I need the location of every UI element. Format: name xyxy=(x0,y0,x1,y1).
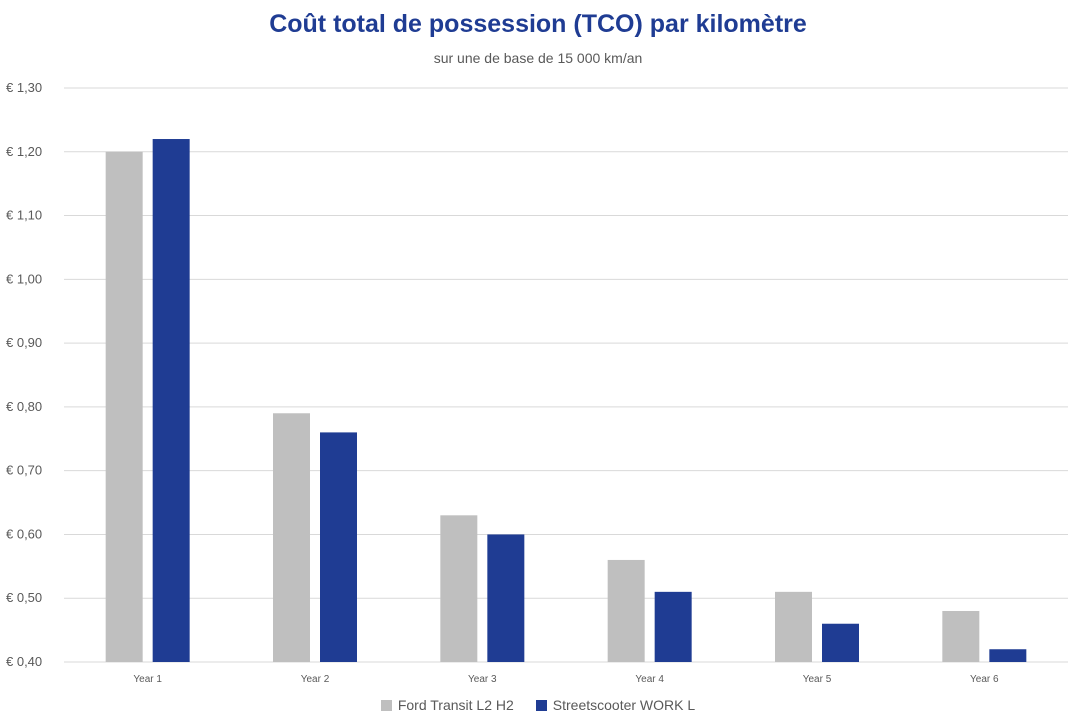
x-tick-label: Year 3 xyxy=(468,674,497,685)
bar-ford xyxy=(942,610,980,662)
y-tick-label: € 0,40 xyxy=(6,654,42,669)
legend-swatch-ford xyxy=(380,699,392,711)
y-tick-label: € 0,50 xyxy=(6,590,42,605)
x-tick-label: Year 5 xyxy=(803,674,832,685)
legend-item-streetscooter: Streetscooter WORK L xyxy=(535,697,696,713)
y-tick-label: € 0,80 xyxy=(6,399,42,414)
bar-ford xyxy=(273,413,310,662)
legend-swatch-streetscooter xyxy=(535,699,547,711)
x-tick-label: Year 6 xyxy=(970,674,999,685)
y-tick-label: € 1,20 xyxy=(6,144,42,159)
bar-ford xyxy=(105,151,143,662)
bar-ford xyxy=(607,559,645,662)
bar-ford xyxy=(775,591,812,662)
bar-streetscooter xyxy=(989,649,1027,662)
y-tick-label: € 1,10 xyxy=(6,208,42,223)
bar-streetscooter xyxy=(152,139,190,662)
bar-streetscooter xyxy=(320,432,357,662)
y-tick-label: € 1,30 xyxy=(6,80,42,95)
chart-legend: Ford Transit L2 H2 Streetscooter WORK L xyxy=(0,697,1076,713)
x-tick-label: Year 1 xyxy=(133,674,162,685)
legend-label-streetscooter: Streetscooter WORK L xyxy=(552,697,696,713)
bar-ford xyxy=(440,515,478,662)
bar-streetscooter xyxy=(654,591,692,662)
y-tick-label: € 0,60 xyxy=(6,526,42,541)
y-tick-label: € 1,00 xyxy=(6,271,42,286)
y-tick-label: € 0,90 xyxy=(6,335,42,350)
legend-item-ford: Ford Transit L2 H2 xyxy=(380,697,514,713)
bar-streetscooter xyxy=(822,623,859,662)
chart-subtitle: sur une de base de 15 000 km/an xyxy=(433,50,643,66)
x-tick-label: Year 4 xyxy=(635,674,664,685)
chart-title: Coût total de possession (TCO) par kilom… xyxy=(269,10,807,38)
x-tick-label: Year 2 xyxy=(301,674,330,685)
bar-streetscooter xyxy=(487,534,525,662)
legend-label-ford: Ford Transit L2 H2 xyxy=(397,697,514,713)
y-tick-label: € 0,70 xyxy=(6,463,42,478)
